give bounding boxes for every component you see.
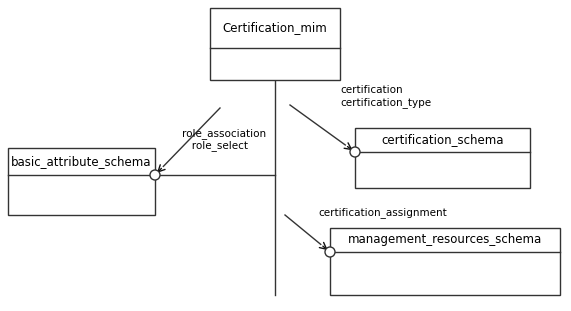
Bar [355, 128, 530, 188]
Text: Certification_mim: Certification_mim [223, 21, 327, 35]
Circle shape [325, 247, 335, 257]
Text: management_resources_schema: management_resources_schema [348, 234, 542, 247]
Text: certification
certification_type: certification certification_type [340, 86, 431, 108]
Circle shape [150, 170, 160, 180]
Circle shape [350, 147, 360, 157]
Bar [210, 8, 340, 80]
Text: certification_schema: certification_schema [381, 133, 504, 146]
Text: role_association
   role_select: role_association role_select [182, 128, 266, 151]
Bar [8, 148, 155, 215]
Text: certification_assignment: certification_assignment [318, 207, 447, 218]
Text: basic_attribute_schema: basic_attribute_schema [11, 155, 152, 168]
Bar [330, 228, 560, 295]
